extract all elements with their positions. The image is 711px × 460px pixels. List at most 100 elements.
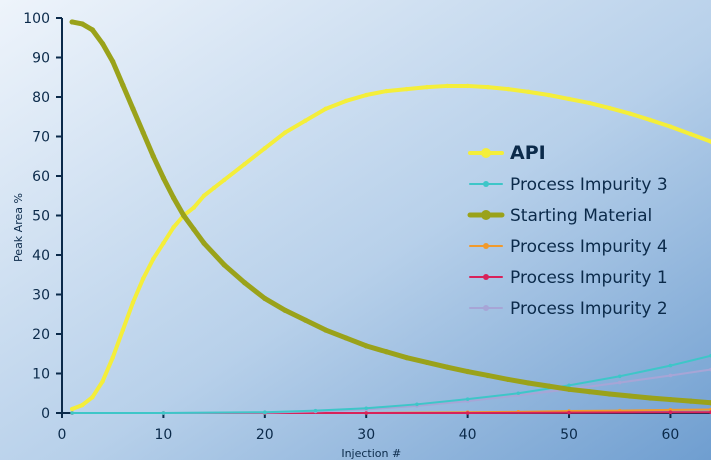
data-point-api <box>100 379 105 384</box>
data-point-api <box>80 402 85 408</box>
x-tick-label: 20 <box>256 427 274 443</box>
data-point-process-impurity-1 <box>465 411 470 415</box>
data-point-api <box>546 92 551 98</box>
data-point-starting-material <box>181 212 187 219</box>
legend-item-api: API <box>468 142 546 164</box>
y-tick-label: 40 <box>32 248 50 264</box>
data-point-process-impurity-2 <box>617 380 622 385</box>
data-point-starting-material <box>99 41 106 47</box>
x-axis-title: Injection # <box>341 447 401 460</box>
legend-item-process-impurity-1: Process Impurity 1 <box>469 268 668 288</box>
data-point-starting-material <box>546 383 552 389</box>
data-point-api <box>627 111 633 116</box>
y-tick-label: 0 <box>41 406 50 422</box>
data-point-api <box>587 100 592 106</box>
data-point-api <box>384 88 389 94</box>
x-tick-label: 60 <box>662 427 680 443</box>
series-line-process-impurity-3 <box>71 354 711 414</box>
data-point-process-impurity-3 <box>668 363 673 368</box>
y-tick-label: 100 <box>23 11 50 27</box>
data-point-api <box>668 124 673 129</box>
series-api <box>69 83 711 412</box>
y-tick-label: 20 <box>32 327 50 343</box>
y-tick-label: 60 <box>32 169 50 185</box>
data-point-starting-material <box>201 240 207 246</box>
y-axis-title: Peak Area % <box>12 193 25 262</box>
data-point-starting-material <box>89 27 96 33</box>
data-point-process-impurity-3 <box>415 402 419 407</box>
legend-item-process-impurity-2: Process Impurity 2 <box>469 299 668 319</box>
legend-label: Process Impurity 4 <box>510 237 668 257</box>
data-point-starting-material <box>262 295 268 302</box>
data-point-starting-material <box>282 307 288 313</box>
legend-marker <box>481 210 491 220</box>
series-lines <box>69 19 711 415</box>
data-point-starting-material <box>525 380 532 386</box>
data-point-starting-material <box>647 395 653 401</box>
data-point-starting-material <box>323 327 329 333</box>
data-point-api <box>222 177 227 183</box>
data-point-process-impurity-3 <box>263 410 267 415</box>
data-point-api <box>90 395 95 400</box>
data-point-process-impurity-1 <box>364 411 369 415</box>
data-point-starting-material <box>383 349 390 355</box>
data-point-starting-material <box>708 400 711 406</box>
data-point-api <box>120 327 126 333</box>
data-point-api <box>191 205 197 210</box>
data-point-starting-material <box>566 386 572 392</box>
data-point-api <box>262 146 268 151</box>
data-point-api <box>688 131 693 137</box>
data-point-api <box>151 256 156 262</box>
data-point-starting-material <box>343 335 349 341</box>
data-point-api <box>323 106 328 112</box>
data-point-api <box>465 83 470 89</box>
data-point-starting-material <box>130 106 136 112</box>
data-point-api <box>708 139 711 144</box>
data-point-api <box>110 355 115 360</box>
data-point-api <box>607 105 612 111</box>
x-tick-label: 40 <box>459 427 477 443</box>
legend-marker <box>481 148 491 158</box>
legend-marker <box>483 305 489 311</box>
data-point-starting-material <box>140 129 146 136</box>
data-point-api <box>343 98 349 104</box>
legend-label: Process Impurity 1 <box>510 268 668 288</box>
data-point-api <box>364 92 369 98</box>
data-point-process-impurity-1 <box>567 410 571 415</box>
legend: API Process Impurity 3 Starting Material Pr… <box>467 142 668 319</box>
data-point-process-impurity-2 <box>668 373 673 378</box>
legend-label: Process Impurity 3 <box>510 175 668 195</box>
legend-marker <box>483 243 489 249</box>
data-point-process-impurity-3 <box>465 397 470 401</box>
data-point-starting-material <box>444 364 450 370</box>
legend-marker <box>483 274 489 280</box>
y-tick-label: 90 <box>32 51 50 67</box>
data-point-api <box>282 130 288 135</box>
data-point-api <box>566 96 572 102</box>
data-point-api <box>171 225 176 230</box>
data-point-starting-material <box>79 21 85 27</box>
data-point-api <box>526 89 531 95</box>
x-tick-label: 30 <box>357 427 375 443</box>
legend-item-starting-material: Starting Material <box>467 206 652 226</box>
data-point-process-impurity-3 <box>364 406 369 411</box>
data-point-starting-material <box>69 19 75 25</box>
data-point-starting-material <box>627 393 633 399</box>
data-point-process-impurity-3 <box>617 374 622 379</box>
legend-label: Starting Material <box>510 206 652 226</box>
data-point-starting-material <box>424 359 430 366</box>
legend-marker <box>483 181 489 187</box>
legend-item-process-impurity-4: Process Impurity 4 <box>469 237 668 257</box>
y-tick-label: 30 <box>32 288 50 304</box>
data-point-process-impurity-3 <box>516 391 521 396</box>
data-point-starting-material <box>160 175 167 181</box>
data-point-starting-material <box>586 389 592 395</box>
data-point-api <box>242 161 247 167</box>
legend-label: Process Impurity 2 <box>510 299 668 319</box>
data-point-starting-material <box>120 82 126 88</box>
data-point-process-impurity-3 <box>70 411 74 415</box>
data-point-starting-material <box>485 372 491 379</box>
y-tick-label: 50 <box>32 209 50 225</box>
data-point-starting-material <box>688 398 694 404</box>
